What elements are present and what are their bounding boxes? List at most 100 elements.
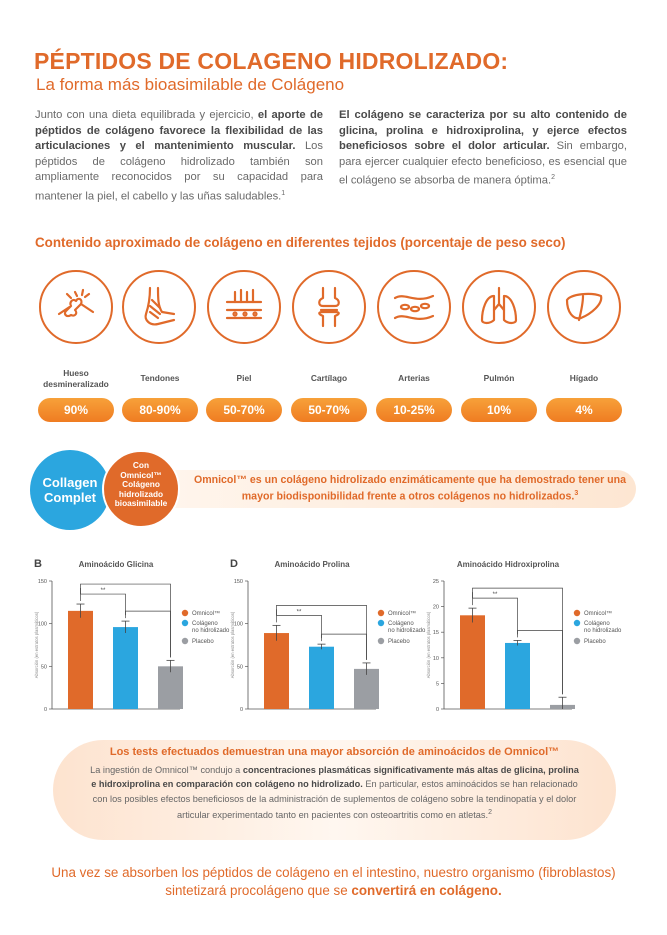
banner-text-content: Omnicol™ es un colágeno hidrolizado enzi… [193, 474, 627, 503]
chart-y-label: Absorción (en estratos plasmáticos) [426, 611, 431, 678]
banner-text: Omnicol™ es un colágeno hidrolizado enzi… [190, 473, 630, 504]
bar [264, 633, 289, 709]
bar [505, 642, 530, 709]
chart-glycine-svg: B Aminoácido Glicina Absorción (en estrato… [34, 558, 230, 713]
legend-swatch [377, 637, 385, 645]
reference-mark: 1 [281, 189, 286, 197]
tissue-label-skin: Piel [236, 373, 252, 383]
tissue-value-skin: 50-70% [206, 398, 282, 422]
y-tick-label: 0 [44, 707, 47, 713]
reference-mark: 3 [574, 490, 579, 497]
legend-label: Colágeno [584, 621, 610, 627]
chart-hydroxyproline: Aminoácido Hidroxiprolina Absorción (en e… [422, 555, 622, 720]
significance-bracket [276, 609, 322, 642]
legend-swatch [181, 609, 189, 617]
bone-joint-icon [39, 270, 113, 344]
legend-swatch [573, 619, 581, 627]
y-tick-label: 50 [41, 664, 47, 670]
bar [354, 668, 379, 709]
chart-title: Aminoácido Glicina [79, 560, 154, 569]
tissue-label-tendons: Tendones [140, 373, 180, 383]
tests-body: La ingestión de Omnicol™ condujo a conce… [90, 763, 579, 823]
tests-bold: concentraciones plasmáticas significativ… [91, 765, 579, 790]
tissue-value-lung: 10% [461, 398, 537, 422]
y-tick-label: 100 [234, 622, 243, 628]
badge-line: Complet [44, 490, 96, 505]
badge-line: Collagen [42, 475, 98, 490]
intro-left-text: Junto con una dieta equilibrada y ejerci… [35, 109, 258, 121]
significance-label: ** [101, 588, 106, 594]
chart-y-label: Absorción (en estratos plasmáticos) [230, 611, 235, 678]
omnicol-badge: Con Omnicol™ Colágeno hidrolizado bioasi… [102, 450, 180, 528]
chart-glycine: B Aminoácido Glicina Absorción (en estrato… [30, 555, 230, 720]
bar [309, 646, 334, 709]
tissue-value-cartilage: 50-70% [291, 398, 367, 422]
legend-label: Omnicol™ [388, 610, 416, 617]
tissue-label-bone: Hueso desmineralizado [43, 368, 109, 389]
page-subtitle: La forma más bioasimilable de Colágeno [36, 75, 345, 94]
y-tick-label: 20 [433, 605, 439, 611]
y-tick-label: 25 [433, 579, 439, 585]
tissues-heading: Contenido aproximado de colágeno en dife… [35, 235, 566, 250]
tests-text: La ingestión de Omnicol™ condujo a [90, 765, 243, 775]
legend-swatch [377, 609, 385, 617]
page-title: PÉPTIDOS DE COLAGENO HIDROLIZADO: [34, 48, 509, 74]
collagen-complet-badge: Collagen Complet [30, 450, 110, 530]
intro-left-bold: el aporte de péptidos de colágeno favore… [35, 109, 324, 153]
y-tick-label: 10 [433, 656, 439, 662]
legend-label: Placebo [388, 639, 410, 645]
final-bold: convertirá en colágeno. [351, 883, 502, 898]
intro-right-column: El colágeno se caracteriza por su alto c… [339, 108, 627, 190]
y-tick-label: 5 [436, 681, 439, 687]
y-tick-label: 150 [234, 579, 243, 585]
tissue-value-tendons: 80-90% [122, 398, 198, 422]
legend-swatch [573, 637, 581, 645]
lungs-icon [462, 270, 536, 344]
significance-label: ** [493, 592, 498, 598]
y-tick-label: 100 [38, 622, 47, 628]
legend-label: Placebo [584, 639, 606, 645]
bar [158, 666, 183, 709]
bar [460, 615, 485, 709]
chart-title: Aminoácido Hidroxiprolina [457, 560, 560, 569]
chart-panel-letter: B [34, 558, 42, 570]
legend-label: no hidrolizado [584, 628, 622, 634]
badge-line: hidrolizado [118, 488, 164, 499]
y-tick-label: 150 [38, 579, 47, 585]
tendon-icon [122, 270, 196, 344]
y-tick-label: 50 [237, 664, 243, 670]
chart-proline-svg: D Aminoácido Prolina Absorción (en estrato… [230, 558, 426, 713]
chart-panel-letter: D [230, 558, 238, 570]
badge-line: bioasimilable [114, 498, 168, 509]
skin-layers-icon [207, 270, 281, 344]
final-statement: Una vez se absorben los péptidos de colá… [40, 864, 627, 900]
significance-bracket [321, 633, 367, 660]
intro-left-text-2: Los péptidos de colágeno hidrolizado tam… [35, 140, 323, 203]
y-tick-label: 0 [436, 707, 439, 713]
significance-bracket [80, 588, 126, 619]
chart-title: Aminoácido Prolina [274, 560, 350, 569]
legend-swatch [377, 619, 385, 627]
tissue-label-liver: Hígado [569, 373, 599, 383]
significance-bracket [517, 630, 563, 695]
y-tick-label: 0 [240, 707, 243, 713]
bar [113, 627, 138, 709]
chart-y-label: Absorción (en estratos plasmáticos) [34, 611, 39, 678]
final-text: Una vez se absorben los péptidos de colá… [51, 865, 616, 898]
intro-left-column: Junto con una dieta equilibrada y ejerci… [35, 108, 323, 205]
legend-swatch [181, 637, 189, 645]
legend-label: Placebo [192, 639, 214, 645]
bar [68, 610, 93, 709]
tissue-value-liver: 4% [546, 398, 622, 422]
tests-text-2: En particular, estos aminoácidos se han … [92, 779, 578, 821]
legend-swatch [573, 609, 581, 617]
legend-label: Omnicol™ [192, 610, 220, 617]
tissue-label-lung: Pulmón [483, 373, 515, 383]
tissue-label-arteries: Arterias [398, 373, 430, 383]
badge-line: Colágeno [122, 479, 160, 490]
intro-right-text: Sin embargo, para ejercer cualquier efec… [339, 140, 627, 188]
liver-icon [547, 270, 621, 344]
tissue-value-arteries: 10-25% [376, 398, 452, 422]
tests-title: Los tests efectuados demuestran una mayo… [109, 746, 560, 758]
reference-mark: 2 [551, 174, 555, 182]
